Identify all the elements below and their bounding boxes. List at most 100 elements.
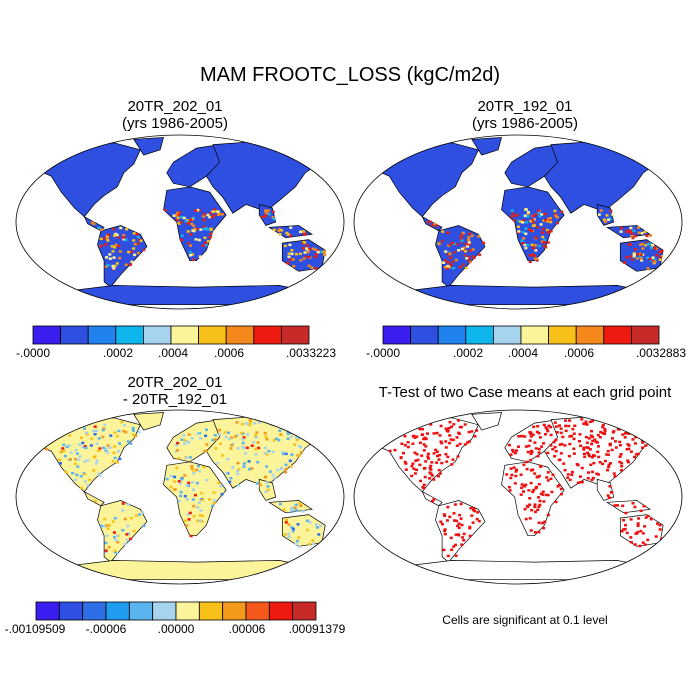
grid-cell xyxy=(83,427,86,430)
grid-cell xyxy=(118,250,122,253)
grid-cell xyxy=(190,465,194,468)
grid-cell xyxy=(317,249,320,252)
grid-cell xyxy=(109,434,113,437)
grid-cell xyxy=(529,529,533,532)
grid-cell xyxy=(533,503,537,506)
grid-cell xyxy=(211,504,215,508)
grid-cell xyxy=(536,508,540,512)
colorbar-swatch xyxy=(493,325,522,345)
grid-cell xyxy=(653,260,657,263)
grid-cell xyxy=(106,263,110,267)
grid-cell xyxy=(192,504,196,508)
grid-cell xyxy=(433,222,437,226)
grid-cell xyxy=(218,442,222,446)
grid-cell xyxy=(567,424,571,428)
grid-cell xyxy=(452,519,456,522)
grid-cell xyxy=(184,456,188,460)
grid-cell xyxy=(204,243,208,247)
grid-cell xyxy=(588,420,592,424)
grid-cell xyxy=(104,447,108,451)
grid-cell xyxy=(473,509,477,513)
grid-cell xyxy=(591,439,595,443)
grid-cell xyxy=(71,471,75,475)
grid-cell xyxy=(651,256,655,259)
grid-cell xyxy=(638,544,642,548)
colorbar-swatch xyxy=(575,325,605,345)
grid-cell xyxy=(424,445,428,448)
grid-cell xyxy=(620,462,623,465)
grid-cell xyxy=(175,218,179,221)
grid-cell xyxy=(459,502,463,506)
grid-cell xyxy=(476,511,480,514)
grid-cell xyxy=(460,239,464,242)
grid-cell xyxy=(260,215,264,219)
grid-cell xyxy=(593,438,597,441)
grid-cell xyxy=(185,498,189,501)
grid-cell xyxy=(69,451,73,454)
grid-cell xyxy=(429,468,433,471)
panel-title-line1: T-Test of two Case means at each grid po… xyxy=(378,384,672,401)
grid-cell xyxy=(597,473,600,476)
grid-cell xyxy=(585,441,589,444)
grid-cell xyxy=(73,462,77,466)
grid-cell xyxy=(527,444,531,448)
grid-cell xyxy=(579,480,583,484)
grid-cell xyxy=(559,427,563,430)
grid-cell xyxy=(132,247,136,250)
grid-cell xyxy=(303,232,307,235)
grid-cell xyxy=(654,247,658,250)
grid-cell xyxy=(186,230,190,233)
grid-cell xyxy=(188,456,192,459)
grid-cell xyxy=(511,450,515,453)
grid-cell xyxy=(290,252,294,256)
colorbar-case1 xyxy=(32,325,310,345)
grid-cell xyxy=(206,213,210,217)
grid-cell xyxy=(582,448,586,451)
grid-cell xyxy=(640,257,643,260)
grid-cell xyxy=(464,242,468,246)
grid-cell xyxy=(526,215,530,218)
grid-cell xyxy=(514,214,518,217)
grid-cell xyxy=(403,443,407,447)
grid-cell xyxy=(641,532,645,535)
grid-cell xyxy=(525,467,529,471)
map-case1 xyxy=(15,134,345,310)
grid-cell xyxy=(241,445,245,449)
grid-cell xyxy=(316,250,320,254)
grid-cell xyxy=(448,420,452,424)
grid-cell xyxy=(592,461,596,465)
grid-cell xyxy=(438,434,442,437)
panel-title-diff: 20TR_202_01 - 20TR_192_01 xyxy=(25,374,325,408)
grid-cell xyxy=(105,256,109,259)
colorbar-swatch xyxy=(60,325,89,345)
grid-cell xyxy=(531,218,535,221)
grid-cell xyxy=(605,214,609,217)
grid-cell xyxy=(134,514,138,517)
grid-cell xyxy=(83,460,87,463)
grid-cell xyxy=(658,528,662,531)
grid-cell xyxy=(45,447,49,451)
grid-cell xyxy=(462,539,466,542)
grid-cell xyxy=(523,507,527,511)
grid-cell xyxy=(540,213,544,216)
grid-cell xyxy=(540,445,544,448)
grid-cell xyxy=(227,431,230,434)
grid-cell xyxy=(137,430,141,434)
grid-cell xyxy=(200,491,204,495)
grid-cell xyxy=(111,460,115,463)
grid-cell xyxy=(223,431,227,434)
grid-cell xyxy=(202,215,206,218)
grid-cell xyxy=(451,458,455,461)
grid-cell xyxy=(631,438,635,441)
grid-cell xyxy=(580,466,584,470)
grid-cell xyxy=(102,237,106,240)
grid-cell xyxy=(204,449,207,453)
grid-cell xyxy=(595,472,599,475)
grid-cell xyxy=(537,211,541,215)
grid-cell xyxy=(88,478,92,482)
grid-cell xyxy=(214,447,218,450)
grid-cell xyxy=(516,225,520,228)
grid-cell xyxy=(461,231,465,235)
grid-cell xyxy=(103,423,107,427)
grid-cell xyxy=(623,527,627,531)
